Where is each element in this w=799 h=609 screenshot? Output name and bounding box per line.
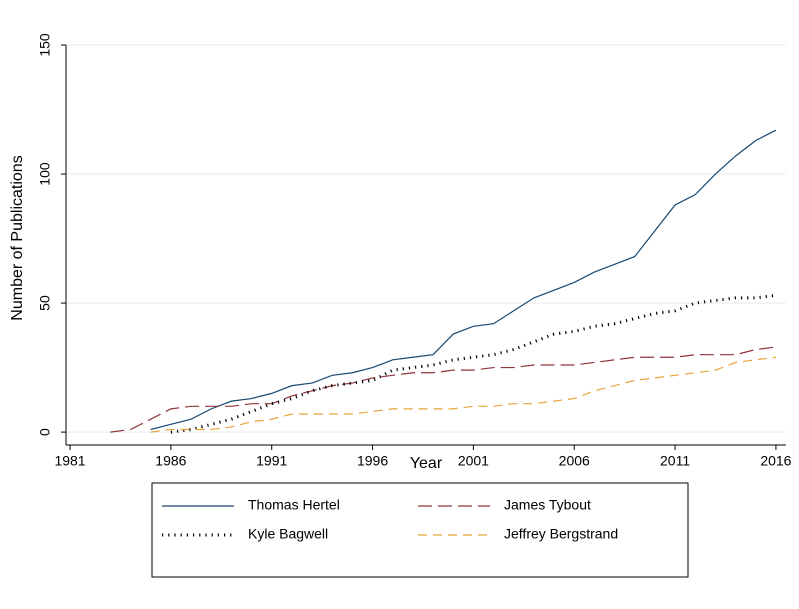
series-line bbox=[170, 293, 777, 434]
legend-label: Kyle Bagwell bbox=[248, 526, 328, 542]
x-tick-label: 2001 bbox=[458, 453, 489, 469]
legend-label: James Tybout bbox=[504, 497, 591, 513]
x-tick-label: 1981 bbox=[54, 453, 85, 469]
x-tick-label: 1996 bbox=[357, 453, 388, 469]
legend-label: Thomas Hertel bbox=[248, 497, 340, 513]
x-axis-label: Year bbox=[410, 455, 443, 472]
legend bbox=[151, 482, 689, 578]
series-line bbox=[150, 129, 777, 431]
x-tick-label: 2011 bbox=[660, 453, 690, 469]
y-axis-label: Number of Publications bbox=[9, 155, 26, 320]
y-tick-label: 100 bbox=[37, 162, 53, 186]
series-line bbox=[150, 356, 776, 433]
legend-label: Jeffrey Bergstrand bbox=[504, 526, 618, 542]
y-tick-label: 50 bbox=[37, 295, 53, 311]
x-tick-label: 2006 bbox=[559, 453, 590, 469]
series-line bbox=[110, 346, 776, 433]
x-tick-label: 2016 bbox=[760, 453, 791, 469]
x-tick-label: 1991 bbox=[256, 453, 287, 469]
y-tick-label: 150 bbox=[37, 33, 53, 57]
y-tick-label: 0 bbox=[37, 428, 53, 436]
x-tick-label: 1986 bbox=[155, 453, 186, 469]
